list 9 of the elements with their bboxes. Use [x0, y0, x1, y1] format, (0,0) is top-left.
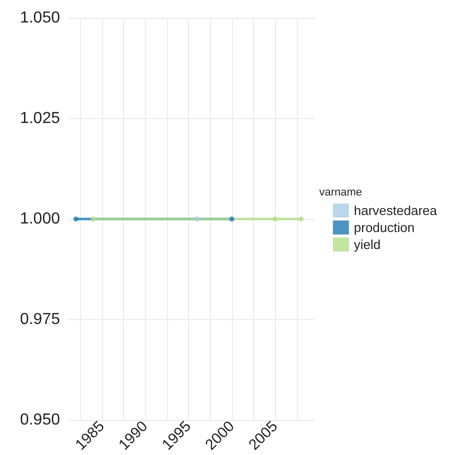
legend-label: yield — [354, 237, 381, 252]
y-tick-label: 0.950 — [20, 411, 60, 428]
y-tick-label: 0.975 — [20, 310, 60, 328]
y-tick-label: 1.025 — [20, 110, 60, 127]
y-tick-label: 1.000 — [20, 210, 60, 228]
y-tick-label: 1.050 — [20, 10, 60, 26]
legend-label: production — [354, 220, 415, 235]
legend-title: varname — [319, 186, 362, 198]
legend-label: harvestedarea — [354, 203, 438, 218]
